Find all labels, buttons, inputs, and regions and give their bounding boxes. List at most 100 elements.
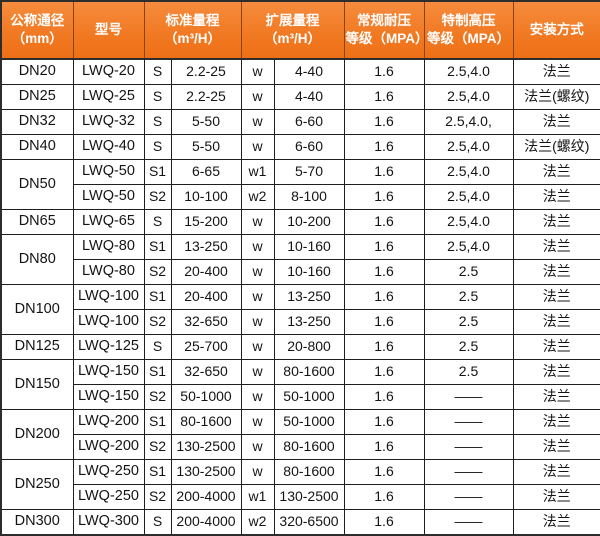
cell-model: LWQ-100 [72, 309, 145, 335]
cell-high-pressure: 2.5 [423, 309, 514, 335]
cell-installation: 法兰(螺纹) [512, 84, 600, 110]
header-high-pressure-rating: 特制高压 等级（MPA） [423, 0, 514, 60]
cell-pressure: 1.6 [343, 459, 425, 485]
cell-std-range: 200-4000 [170, 484, 242, 510]
cell-std-range: 6-65 [170, 159, 242, 185]
cell-pressure: 1.6 [343, 484, 425, 510]
cell-model: LWQ-150 [72, 384, 145, 410]
cell-std-range: 200-4000 [170, 509, 242, 536]
cell-installation: 法兰 [512, 58, 600, 85]
cell-std-range: 130-2500 [170, 459, 242, 485]
cell-model: LWQ-20 [72, 58, 145, 85]
cell-std-mark: S2 [143, 484, 172, 510]
cell-ext-mark: w [240, 409, 275, 435]
cell-ext-mark: w [240, 134, 275, 160]
cell-model: LWQ-250 [72, 459, 145, 485]
cell-ext-mark: w [240, 359, 275, 385]
cell-model: LWQ-50 [72, 159, 145, 185]
cell-std-mark: S1 [143, 159, 172, 185]
table-row: DN250 LWQ-250 S1 130-2500 w 80-1600 1.6 —— 法兰 [0, 459, 600, 510]
cell-std-range: 32-650 [170, 309, 242, 335]
cell-model: LWQ-25 [72, 84, 145, 110]
cell-high-pressure: 2.5,4.0 [423, 58, 514, 85]
cell-std-range: 25-700 [170, 334, 242, 360]
cell-std-mark: S2 [143, 384, 172, 410]
table-row: DN80 LWQ-80 S1 13-250 w 10-160 1.6 2.5,4.0 法兰 [0, 234, 600, 285]
cell-ext-range: 20-800 [273, 334, 345, 360]
table-row: LWQ-150 S2 50-1000 w 50-1000 1.6 —— 法兰 [1, 384, 600, 410]
table-row: DN300 LWQ-300 S 200-4000 w2 320-6500 1.6 —— 法兰 [0, 509, 600, 536]
cell-pressure: 1.6 [343, 509, 425, 536]
cell-std-mark: S2 [143, 259, 172, 285]
cell-installation: 法兰 [512, 209, 600, 235]
cell-ext-range: 13-250 [273, 309, 345, 335]
header-installation-label: 安装方式 [529, 21, 584, 37]
cell-ext-range: 320-6500 [273, 509, 345, 536]
cell-installation: 法兰 [512, 259, 600, 285]
table-row: LWQ-80 S2 20-400 w 10-160 1.6 2.5 法兰 [1, 259, 600, 285]
cell-ext-mark: w [240, 434, 275, 460]
cell-std-range: 80-1600 [170, 409, 242, 435]
cell-installation: 法兰 [512, 234, 600, 260]
cell-pressure: 1.6 [343, 359, 425, 385]
cell-std-range: 2.2-25 [170, 84, 242, 110]
cell-dn: DN200 [0, 409, 74, 460]
cell-dn: DN20 [0, 58, 74, 85]
cell-pressure: 1.6 [343, 384, 425, 410]
cell-std-mark: S2 [143, 184, 172, 210]
cell-ext-range: 50-1000 [273, 409, 345, 435]
cell-installation: 法兰 [512, 359, 600, 385]
cell-std-range: 13-250 [170, 234, 242, 260]
cell-dn: DN300 [0, 509, 74, 536]
cell-pressure: 1.6 [343, 184, 425, 210]
cell-installation: 法兰 [512, 459, 600, 485]
cell-model: LWQ-125 [72, 334, 145, 360]
table-row: DN125 LWQ-125 S 25-700 w 20-800 1.6 2.5 法兰 [0, 334, 600, 360]
cell-ext-mark: w [240, 84, 275, 110]
cell-std-mark: S [143, 209, 172, 235]
cell-ext-range: 50-1000 [273, 384, 345, 410]
header-extended-range-label: 扩展量程 （m³/H） [264, 12, 321, 46]
cell-model: LWQ-32 [72, 109, 145, 135]
header-row: 公称通径 （mm） 型号 标准量程 （m³/H） 扩展量程 （m³/H） 常规耐… [0, 0, 600, 60]
header-extended-range: 扩展量程 （m³/H） [240, 0, 345, 60]
cell-installation: 法兰(螺纹) [512, 134, 600, 160]
header-pressure-rating-label: 常规耐压 等级（MPA） [345, 12, 429, 46]
table-row: DN40 LWQ-40 S 5-50 w 6-60 1.6 2.5,4.0 法兰(螺纹) [0, 134, 600, 160]
cell-std-range: 20-400 [170, 259, 242, 285]
cell-model: LWQ-150 [72, 359, 145, 385]
cell-dn: DN150 [0, 359, 74, 410]
cell-high-pressure: 2.5,4.0 [423, 159, 514, 185]
header-diameter-label: 公称通径 （mm） [10, 12, 65, 46]
table-row: LWQ-50 S2 10-100 w2 8-100 1.6 2.5,4.0 法兰 [1, 184, 600, 210]
cell-std-mark: S [143, 134, 172, 160]
cell-ext-range: 5-70 [273, 159, 345, 185]
cell-ext-range: 80-1600 [273, 459, 345, 485]
cell-high-pressure: 2.5,4.0 [423, 209, 514, 235]
cell-pressure: 1.6 [343, 309, 425, 335]
cell-high-pressure: 2.5,4.0, [423, 109, 514, 135]
cell-dn: DN250 [0, 459, 74, 510]
cell-ext-mark: w [240, 259, 275, 285]
table-row: DN100 LWQ-100 S1 20-400 w 13-250 1.6 2.5 法兰 [0, 284, 600, 335]
cell-installation: 法兰 [512, 309, 600, 335]
cell-model: LWQ-100 [72, 284, 145, 310]
cell-installation: 法兰 [512, 284, 600, 310]
cell-model: LWQ-50 [72, 184, 145, 210]
cell-dn: DN100 [0, 284, 74, 335]
cell-high-pressure: 2.5 [423, 334, 514, 360]
cell-ext-range: 130-2500 [273, 484, 345, 510]
cell-installation: 法兰 [512, 484, 600, 510]
cell-installation: 法兰 [512, 109, 600, 135]
cell-high-pressure: 2.5,4.0 [423, 234, 514, 260]
cell-ext-range: 4-40 [273, 58, 345, 85]
cell-high-pressure: —— [423, 509, 514, 536]
table-row: DN50 LWQ-50 S1 6-65 w1 5-70 1.6 2.5,4.0 法兰 [0, 159, 600, 210]
table-row: DN65 LWQ-65 S 15-200 w 10-200 1.6 2.5,4.0 法兰 [0, 209, 600, 235]
cell-model: LWQ-80 [72, 234, 145, 260]
cell-pressure: 1.6 [343, 409, 425, 435]
cell-model: LWQ-80 [72, 259, 145, 285]
cell-ext-mark: w [240, 384, 275, 410]
cell-ext-mark: w [240, 109, 275, 135]
